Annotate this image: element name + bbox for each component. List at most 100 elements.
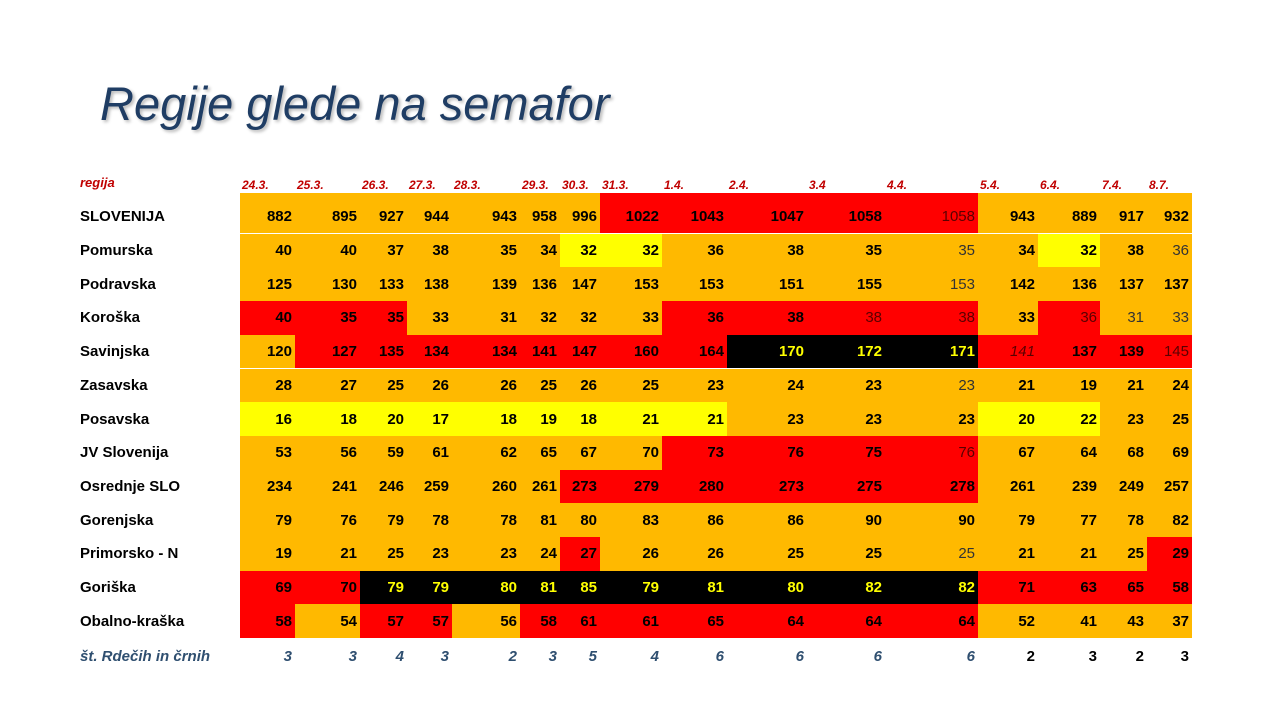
- cell: 1058: [885, 193, 978, 233]
- cell: 141: [978, 334, 1038, 369]
- cell: 273: [560, 469, 600, 504]
- cell: 32: [560, 301, 600, 335]
- cell: 280: [662, 469, 727, 504]
- row-label: JV Slovenija: [80, 444, 169, 462]
- cell: 78: [1100, 503, 1147, 537]
- cell: 234: [240, 469, 295, 504]
- cell: 164: [662, 334, 727, 369]
- cell: 139: [1100, 334, 1147, 369]
- cell: 70: [600, 435, 662, 470]
- cell: 40: [240, 233, 295, 268]
- cell: 171: [885, 334, 978, 369]
- cell: 137: [1100, 267, 1147, 302]
- cell: 261: [978, 469, 1038, 504]
- cell: 958: [520, 193, 560, 233]
- cell: 943: [452, 193, 520, 233]
- footer-cell: 2: [508, 648, 517, 666]
- cell: 23: [1100, 402, 1147, 436]
- cell: 25: [885, 537, 978, 571]
- cell: 139: [452, 267, 520, 302]
- column-header: 27.3.: [409, 178, 436, 192]
- cell: 927: [360, 193, 407, 233]
- cell: 1047: [727, 193, 807, 233]
- cell: 38: [1100, 233, 1147, 268]
- footer-cell: 6: [966, 648, 975, 666]
- column-header: 31.3.: [602, 178, 629, 192]
- cell: 23: [807, 368, 885, 403]
- cell: 26: [452, 368, 520, 403]
- cell: 26: [560, 368, 600, 403]
- cell: 136: [1038, 267, 1100, 302]
- cell: 275: [807, 469, 885, 504]
- cell: 54: [295, 604, 360, 639]
- cell: 21: [978, 537, 1038, 571]
- cell: 23: [885, 368, 978, 403]
- cell: 1022: [600, 193, 662, 233]
- cell: 25: [360, 368, 407, 403]
- column-header: 8.7.: [1149, 178, 1170, 192]
- cell: 170: [727, 334, 807, 369]
- column-header: 28.3.: [454, 178, 481, 192]
- cell: 78: [452, 503, 520, 537]
- cell: 73: [662, 435, 727, 470]
- column-header: 3.4: [809, 178, 826, 192]
- row-label: Goriška: [80, 579, 136, 597]
- cell: 36: [1147, 233, 1192, 268]
- cell: 134: [452, 334, 520, 369]
- cell: 16: [240, 402, 295, 436]
- cell: 23: [407, 537, 452, 571]
- cell: 85: [560, 570, 600, 605]
- footer-cell: 2: [1026, 648, 1035, 666]
- cell: 32: [1038, 233, 1100, 268]
- cell: 53: [240, 435, 295, 470]
- footer-cell: 3: [1180, 648, 1189, 666]
- cell: 82: [807, 570, 885, 605]
- cell: 138: [407, 267, 452, 302]
- cell: 26: [600, 537, 662, 571]
- cell: 137: [1147, 267, 1192, 302]
- cell: 889: [1038, 193, 1100, 233]
- footer-cell: 3: [440, 648, 449, 666]
- cell: 34: [978, 233, 1038, 268]
- cell: 21: [295, 537, 360, 571]
- cell: 18: [295, 402, 360, 436]
- cell: 239: [1038, 469, 1100, 504]
- cell: 25: [520, 368, 560, 403]
- row-label: Obalno-kraška: [80, 612, 185, 630]
- cell: 56: [452, 604, 520, 639]
- cell: 79: [240, 503, 295, 537]
- cell: 33: [600, 301, 662, 335]
- cell: 22: [1038, 402, 1100, 436]
- cell: 25: [600, 368, 662, 403]
- row-label: Posavska: [80, 410, 150, 428]
- cell: 125: [240, 267, 295, 302]
- cell: 58: [1147, 570, 1192, 605]
- cell: 1043: [662, 193, 727, 233]
- cell: 81: [520, 503, 560, 537]
- cell: 33: [407, 301, 452, 335]
- column-header: 24.3.: [242, 178, 269, 192]
- cell: 82: [885, 570, 978, 605]
- cell: 943: [978, 193, 1038, 233]
- cell: 160: [600, 334, 662, 369]
- cell: 35: [360, 301, 407, 335]
- cell: 151: [727, 267, 807, 302]
- cell: 68: [1100, 435, 1147, 470]
- cell: 241: [295, 469, 360, 504]
- cell: 932: [1147, 193, 1192, 233]
- cell: 65: [662, 604, 727, 639]
- cell: 38: [727, 301, 807, 335]
- cell: 133: [360, 267, 407, 302]
- footer-cell: 6: [715, 648, 724, 666]
- footer-cell: 5: [588, 648, 597, 666]
- cell: 27: [560, 537, 600, 571]
- cell: 76: [727, 435, 807, 470]
- column-header: 6.4.: [1040, 178, 1061, 192]
- cell: 21: [1038, 537, 1100, 571]
- cell: 37: [1147, 604, 1192, 639]
- cell: 79: [360, 503, 407, 537]
- cell: 25: [727, 537, 807, 571]
- cell: 23: [727, 402, 807, 436]
- column-header: 7.4.: [1102, 178, 1123, 192]
- cell: 21: [662, 402, 727, 436]
